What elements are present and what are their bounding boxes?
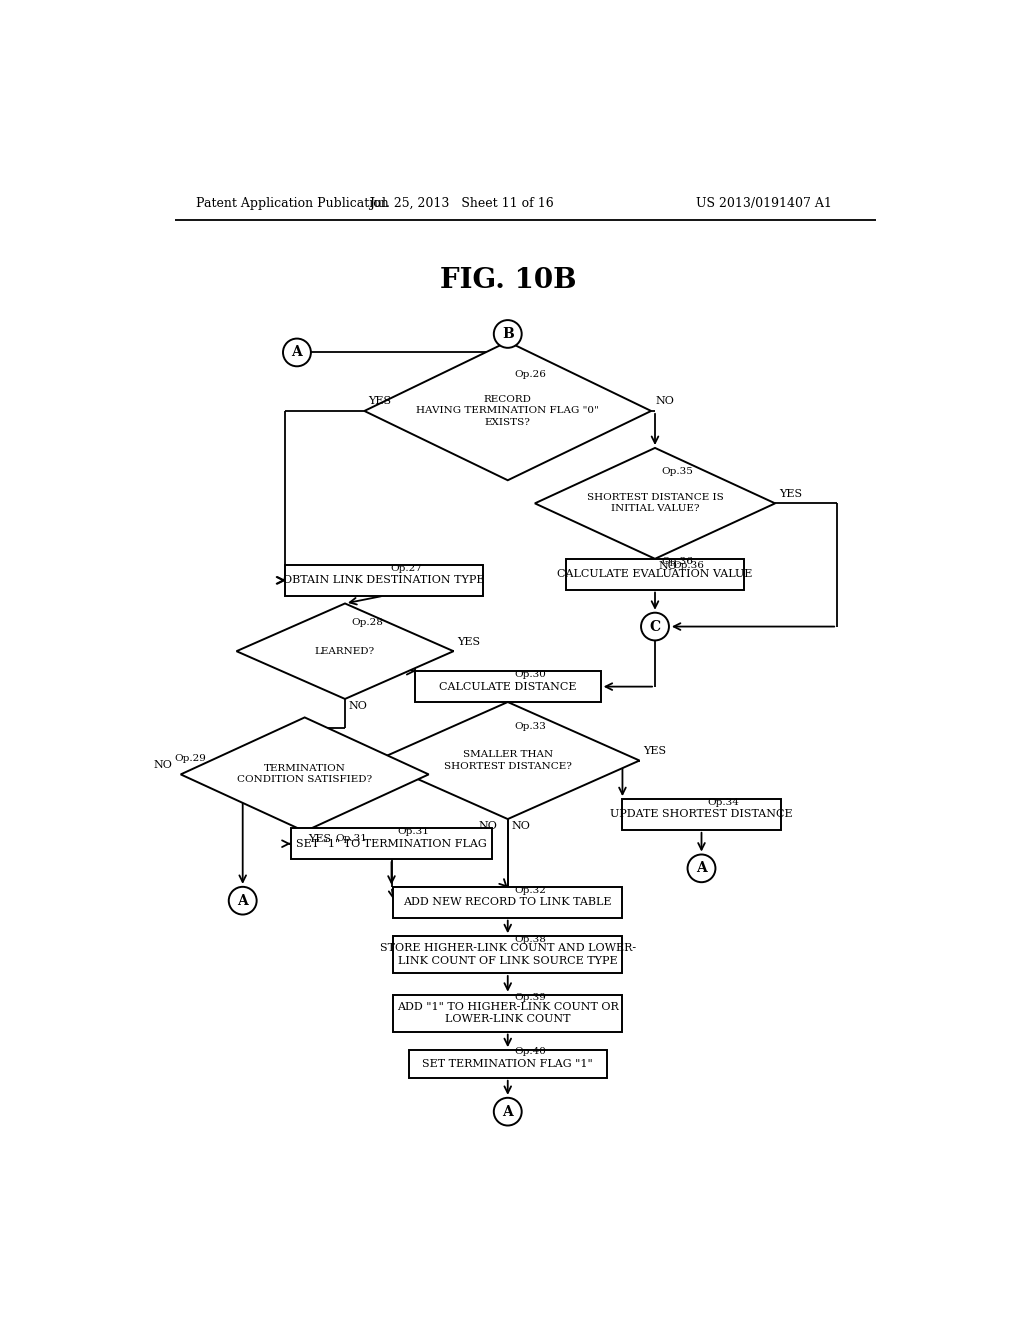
Bar <box>291 829 493 859</box>
Text: CALCULATE DISTANCE: CALCULATE DISTANCE <box>439 681 577 692</box>
Text: YES: YES <box>369 396 391 407</box>
Text: TERMINATION
CONDITION SATISFIED?: TERMINATION CONDITION SATISFIED? <box>238 764 373 784</box>
Polygon shape <box>237 603 454 700</box>
Text: LEARNED?: LEARNED? <box>315 647 375 656</box>
Text: Op.26: Op.26 <box>514 370 546 379</box>
Polygon shape <box>535 447 775 558</box>
Text: Op.31: Op.31 <box>336 834 368 842</box>
Text: Op.36: Op.36 <box>662 557 693 566</box>
Text: YES: YES <box>643 746 667 756</box>
Text: SMALLER THAN
SHORTEST DISTANCE?: SMALLER THAN SHORTEST DISTANCE? <box>443 751 571 771</box>
Text: ADD "1" TO HIGHER-LINK COUNT OR
LOWER-LINK COUNT: ADD "1" TO HIGHER-LINK COUNT OR LOWER-LI… <box>397 1002 618 1024</box>
Text: Patent Application Publication: Patent Application Publication <box>197 197 389 210</box>
Circle shape <box>687 854 716 882</box>
Text: Op.28: Op.28 <box>351 618 383 627</box>
Text: Op.27: Op.27 <box>390 564 422 573</box>
Text: Op.30: Op.30 <box>514 671 546 678</box>
Text: CALCULATE EVALUATION VALUE: CALCULATE EVALUATION VALUE <box>557 569 753 579</box>
Bar <box>622 799 781 830</box>
Text: SET TERMINATION FLAG "1": SET TERMINATION FLAG "1" <box>422 1059 593 1069</box>
Text: Jul. 25, 2013   Sheet 11 of 16: Jul. 25, 2013 Sheet 11 of 16 <box>369 197 554 210</box>
Bar <box>285 565 482 595</box>
Polygon shape <box>376 702 640 818</box>
Circle shape <box>283 339 311 367</box>
Bar <box>566 558 744 590</box>
Text: A: A <box>292 346 302 359</box>
Text: SET "1" TO TERMINATION FLAG: SET "1" TO TERMINATION FLAG <box>296 838 486 849</box>
Text: YES: YES <box>308 834 332 843</box>
Circle shape <box>494 1098 521 1126</box>
Polygon shape <box>365 342 651 480</box>
Text: Op.32: Op.32 <box>514 886 546 895</box>
Text: SHORTEST DISTANCE IS
INITIAL VALUE?: SHORTEST DISTANCE IS INITIAL VALUE? <box>587 494 723 513</box>
Text: OBTAIN LINK DESTINATION TYPE: OBTAIN LINK DESTINATION TYPE <box>283 576 484 585</box>
Circle shape <box>641 612 669 640</box>
Text: NO: NO <box>512 821 530 832</box>
Text: NO: NO <box>478 821 498 832</box>
Text: Op.40: Op.40 <box>514 1047 546 1056</box>
Bar <box>393 887 622 917</box>
Text: Op.39: Op.39 <box>514 994 546 1002</box>
Text: ADD NEW RECORD TO LINK TABLE: ADD NEW RECORD TO LINK TABLE <box>403 898 612 907</box>
Text: US 2013/0191407 A1: US 2013/0191407 A1 <box>695 197 831 210</box>
Text: FIG. 10B: FIG. 10B <box>439 267 575 293</box>
Text: NO: NO <box>655 396 674 407</box>
Text: Op.38: Op.38 <box>514 935 546 944</box>
Text: UPDATE SHORTEST DISTANCE: UPDATE SHORTEST DISTANCE <box>610 809 793 820</box>
Text: STORE HIGHER-LINK COUNT AND LOWER-
LINK COUNT OF LINK SOURCE TYPE: STORE HIGHER-LINK COUNT AND LOWER- LINK … <box>380 944 636 966</box>
Text: NO: NO <box>348 701 367 711</box>
Text: NO: NO <box>658 561 678 572</box>
Text: Op.34: Op.34 <box>708 797 739 807</box>
Text: Op.33: Op.33 <box>514 722 546 731</box>
Text: YES: YES <box>779 488 802 499</box>
Bar <box>393 995 622 1032</box>
Text: C: C <box>649 619 660 634</box>
Text: YES: YES <box>458 636 480 647</box>
Bar <box>409 1051 606 1077</box>
Text: Op.36: Op.36 <box>672 561 703 570</box>
Text: A: A <box>238 894 248 908</box>
Polygon shape <box>180 718 429 832</box>
Text: A: A <box>696 862 707 875</box>
Text: A: A <box>503 1105 513 1118</box>
Circle shape <box>228 887 257 915</box>
Text: Op.35: Op.35 <box>662 467 693 475</box>
Text: B: B <box>502 327 514 341</box>
Text: RECORD
HAVING TERMINATION FLAG "0"
EXISTS?: RECORD HAVING TERMINATION FLAG "0" EXIST… <box>417 396 599 426</box>
Text: NO: NO <box>154 760 172 770</box>
Circle shape <box>494 321 521 348</box>
Bar <box>415 671 601 702</box>
Bar <box>393 936 622 973</box>
Text: Op.29: Op.29 <box>174 754 207 763</box>
Text: Op.31: Op.31 <box>397 828 430 836</box>
